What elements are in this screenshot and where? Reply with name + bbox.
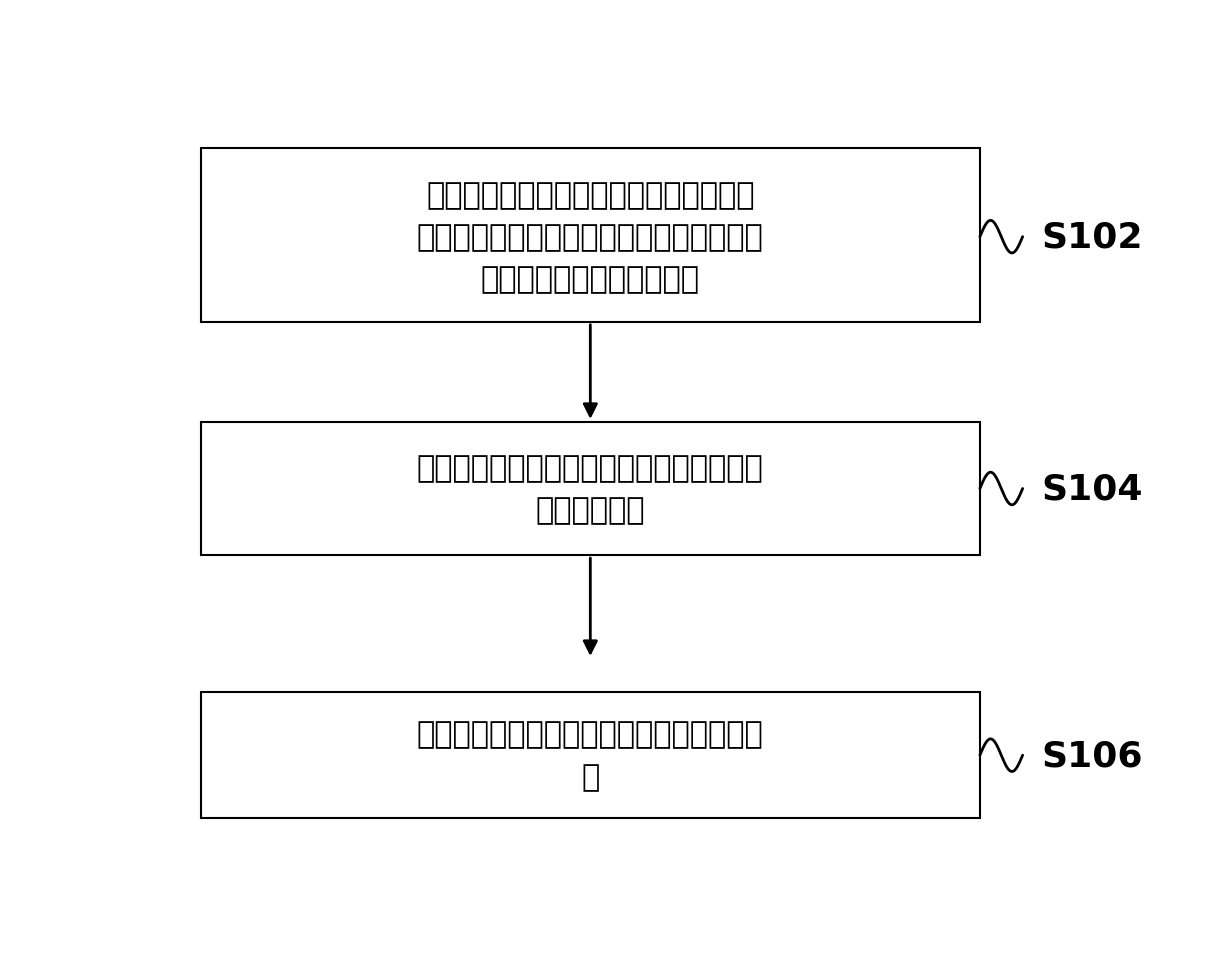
Text: 参数进行调整: 参数进行调整 xyxy=(536,496,645,525)
Text: S106: S106 xyxy=(1042,738,1143,773)
Bar xyxy=(201,149,980,323)
Text: 通过插件使用信息对应用或软件的界面显示: 通过插件使用信息对应用或软件的界面显示 xyxy=(417,454,764,482)
Text: S104: S104 xyxy=(1042,472,1143,506)
Text: 件的界面显示参数进行调整: 件的界面显示参数进行调整 xyxy=(481,265,700,294)
Text: 息，其中，信息包括：用于指示对应用或软: 息，其中，信息包括：用于指示对应用或软 xyxy=(417,223,764,252)
Text: 判定调整后的应用或软件的界面是否显示正: 判定调整后的应用或软件的界面是否显示正 xyxy=(417,720,764,749)
Text: 常: 常 xyxy=(581,762,600,791)
Bar xyxy=(201,693,980,819)
Text: S102: S102 xyxy=(1042,220,1143,255)
Bar xyxy=(201,423,980,555)
Text: 通过嵌入到应用或者软件中的插件接收信: 通过嵌入到应用或者软件中的插件接收信 xyxy=(427,181,754,209)
